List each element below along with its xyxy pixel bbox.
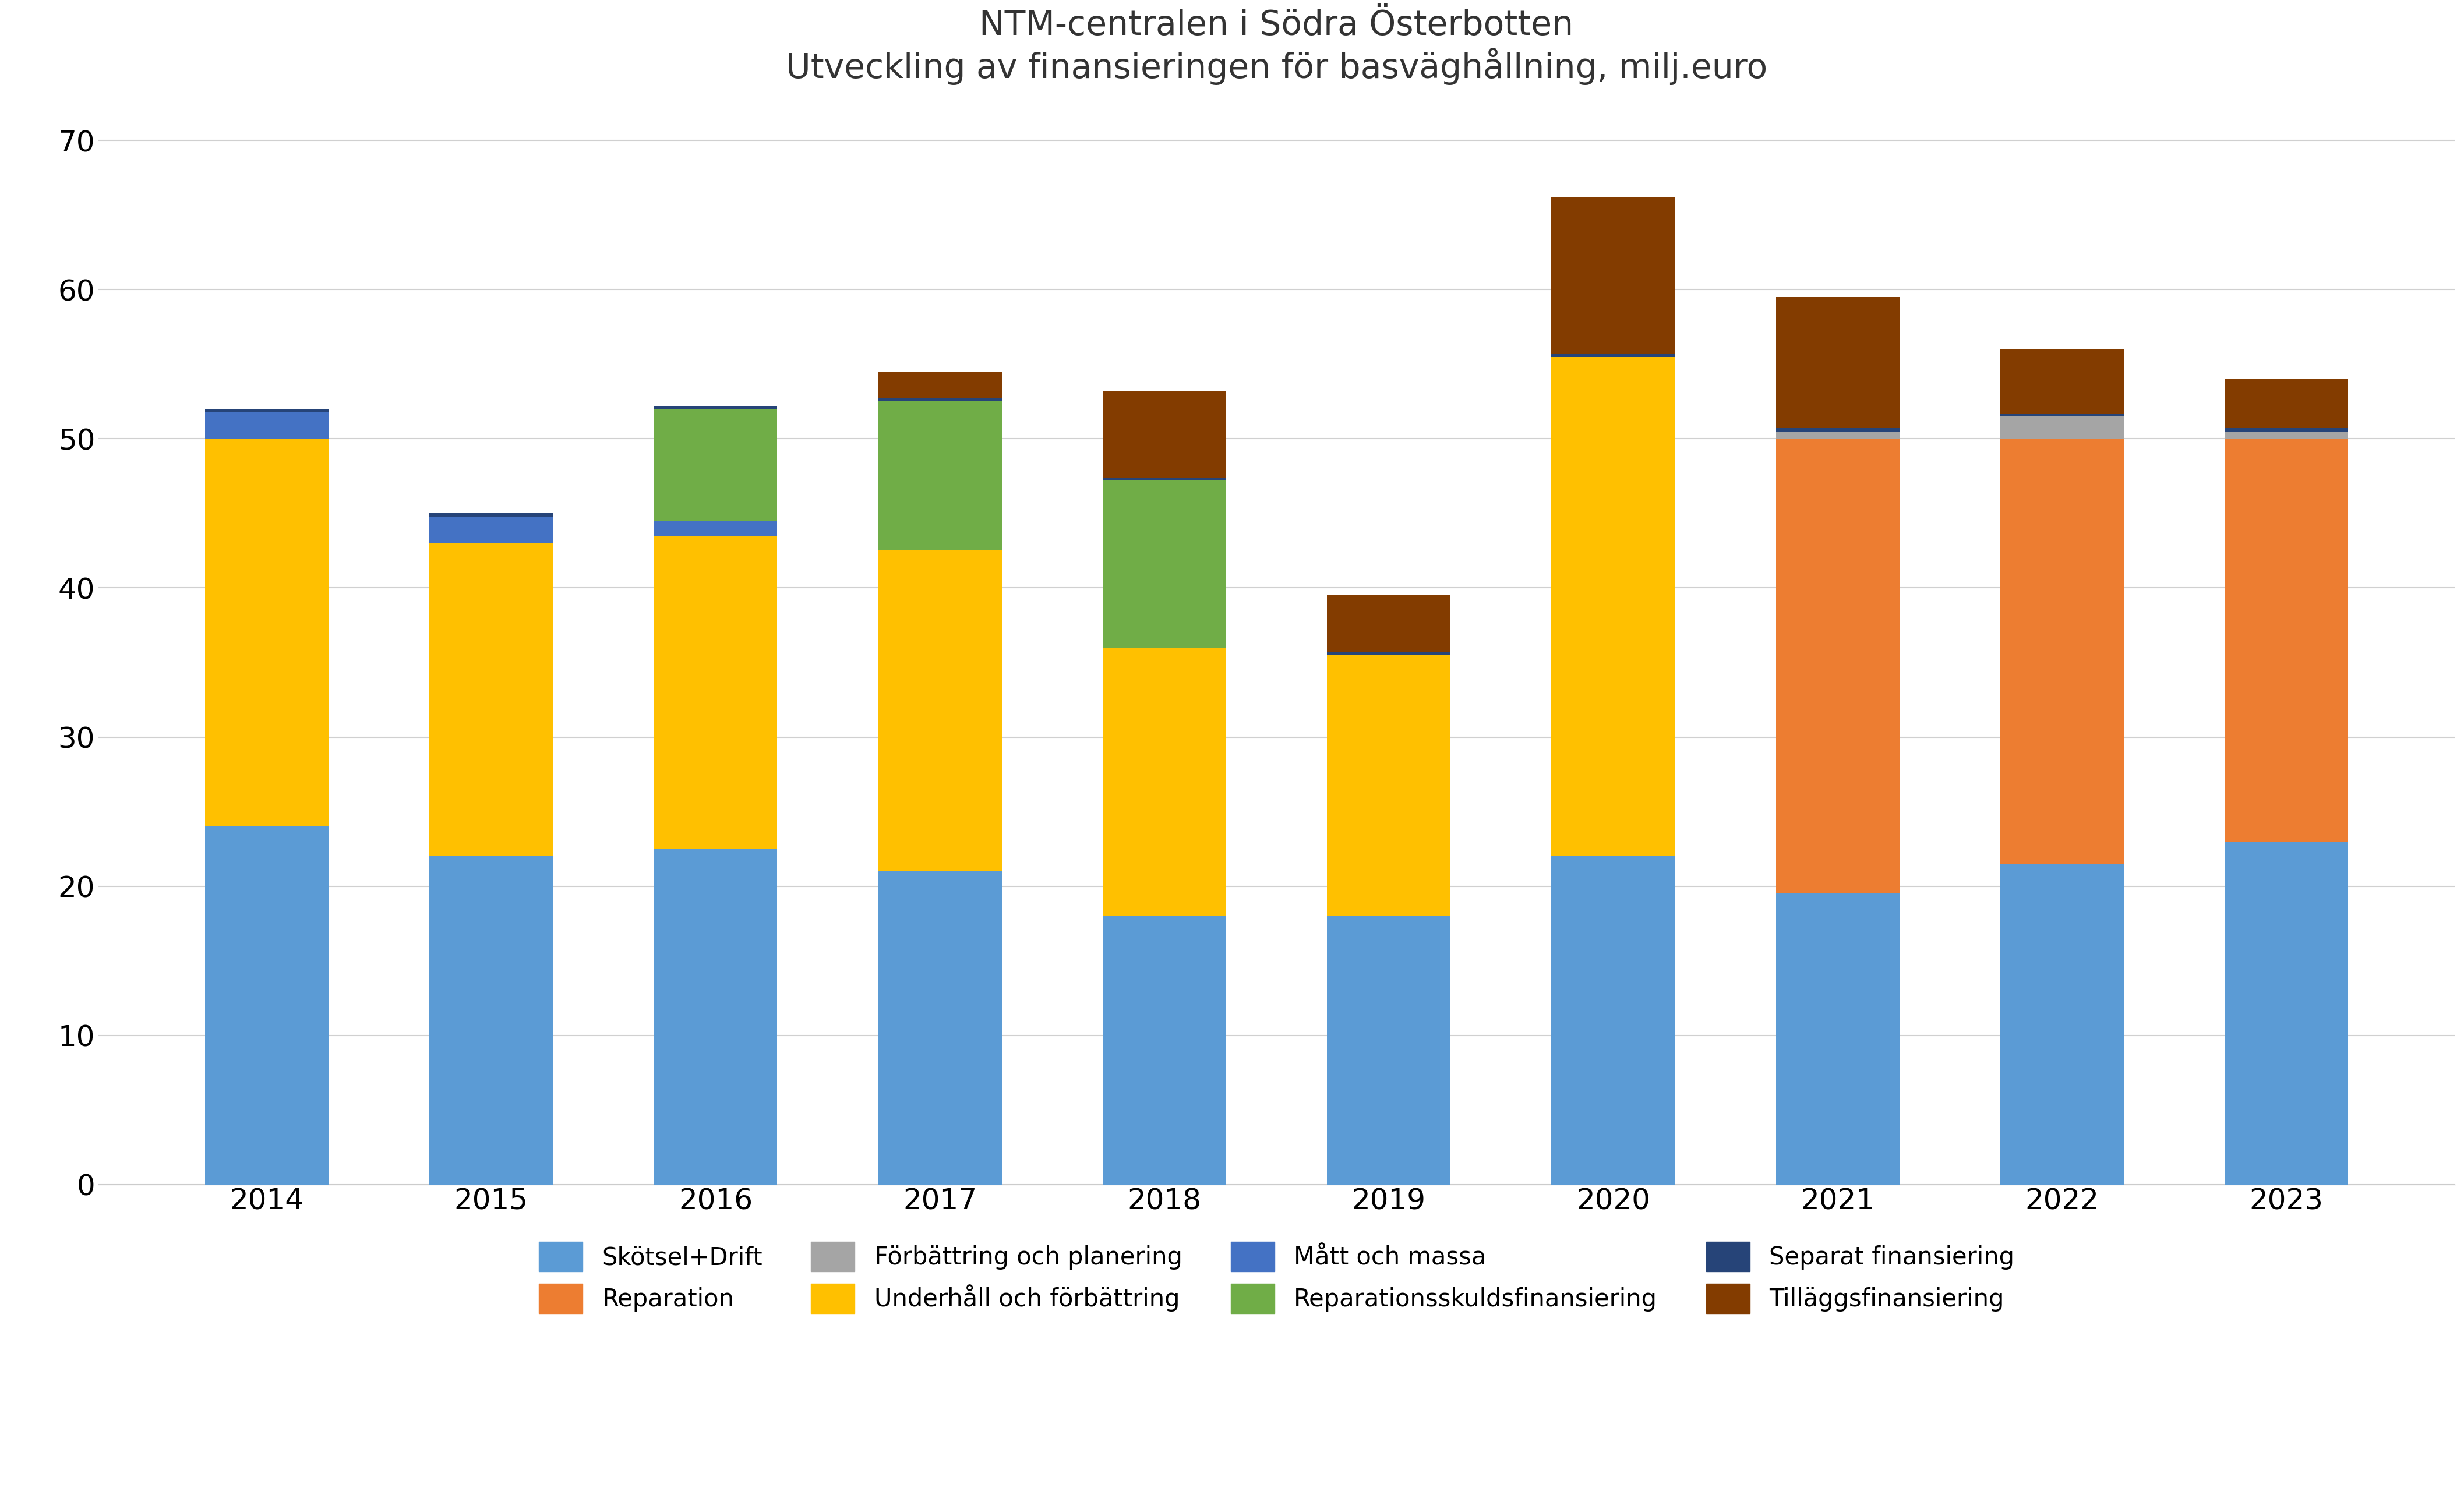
Bar bbox=[2225, 841, 2348, 1184]
Bar bbox=[2225, 428, 2348, 431]
Bar bbox=[2225, 379, 2348, 428]
Bar bbox=[205, 826, 328, 1184]
Bar bbox=[1552, 856, 1676, 1184]
Bar bbox=[205, 412, 328, 438]
Bar bbox=[2225, 438, 2348, 841]
Bar bbox=[429, 516, 552, 543]
Bar bbox=[877, 550, 1003, 871]
Bar bbox=[1104, 477, 1227, 480]
Bar bbox=[653, 520, 776, 535]
Bar bbox=[877, 371, 1003, 398]
Bar bbox=[429, 513, 552, 516]
Bar bbox=[877, 871, 1003, 1184]
Bar bbox=[1328, 915, 1451, 1184]
Bar bbox=[1777, 428, 1900, 431]
Bar bbox=[1104, 480, 1227, 647]
Bar bbox=[877, 401, 1003, 550]
Bar bbox=[1777, 893, 1900, 1184]
Bar bbox=[2001, 349, 2124, 413]
Bar bbox=[1777, 438, 1900, 893]
Bar bbox=[1328, 655, 1451, 915]
Bar bbox=[2001, 863, 2124, 1184]
Legend: Skötsel+Drift, Reparation, Förbättring och planering, Underhåll och förbättring,: Skötsel+Drift, Reparation, Förbättring o… bbox=[530, 1232, 2023, 1323]
Bar bbox=[1328, 652, 1451, 655]
Bar bbox=[653, 406, 776, 409]
Bar bbox=[1104, 915, 1227, 1184]
Bar bbox=[1552, 197, 1676, 353]
Bar bbox=[205, 409, 328, 412]
Bar bbox=[877, 398, 1003, 401]
Bar bbox=[2001, 416, 2124, 438]
Bar bbox=[653, 848, 776, 1184]
Bar bbox=[2001, 413, 2124, 416]
Bar bbox=[1777, 431, 1900, 438]
Bar bbox=[2001, 438, 2124, 863]
Bar bbox=[1328, 595, 1451, 652]
Bar bbox=[2225, 431, 2348, 438]
Bar bbox=[205, 438, 328, 826]
Bar bbox=[653, 535, 776, 848]
Bar bbox=[1552, 356, 1676, 856]
Bar bbox=[429, 856, 552, 1184]
Bar bbox=[1104, 391, 1227, 477]
Bar bbox=[1104, 647, 1227, 915]
Bar bbox=[429, 543, 552, 856]
Bar bbox=[1552, 353, 1676, 356]
Title: NTM-centralen i Södra Österbotten
Utveckling av finansieringen för basväghållnin: NTM-centralen i Södra Österbotten Utveck… bbox=[786, 9, 1767, 85]
Bar bbox=[1777, 297, 1900, 428]
Bar bbox=[653, 409, 776, 520]
